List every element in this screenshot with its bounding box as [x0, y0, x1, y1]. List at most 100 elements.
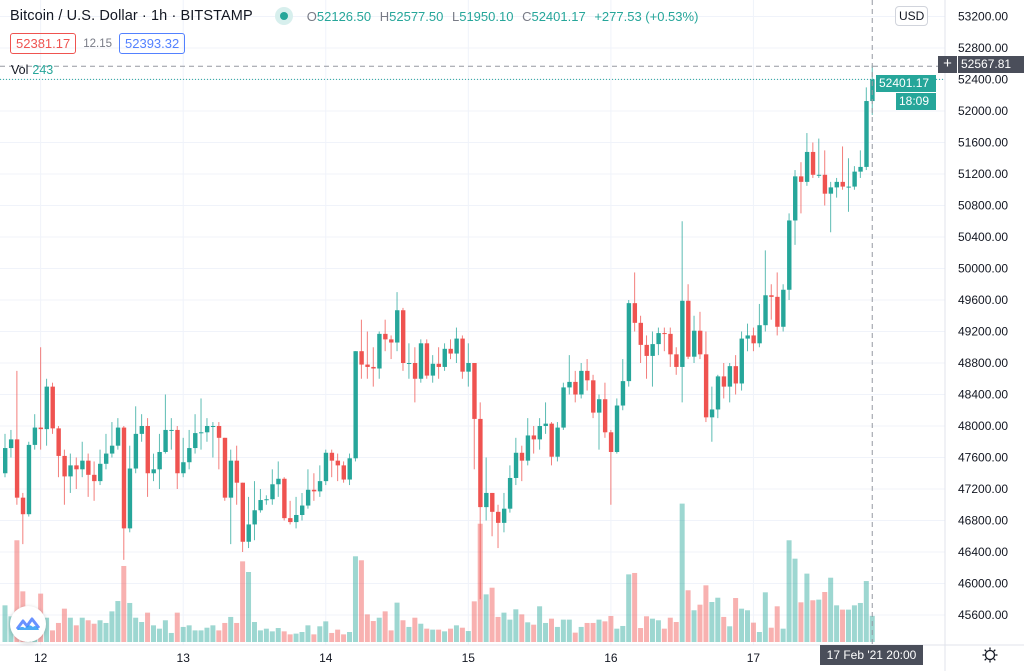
volume-bar: [768, 627, 774, 642]
candle-body: [436, 363, 442, 367]
market-open-dot-icon: [274, 7, 293, 25]
symbol-legend: Bitcoin / U.S. Dollar · 1h · BITSTAMP O5…: [10, 7, 703, 25]
volume-bar: [287, 634, 293, 642]
candle: [258, 489, 263, 513]
candle-body: [127, 468, 133, 529]
candle-body: [14, 439, 20, 498]
gear-icon[interactable]: [981, 646, 999, 664]
currency-button[interactable]: USD: [895, 6, 929, 26]
candle: [692, 315, 697, 363]
candle-body: [573, 381, 578, 395]
candle-body: [294, 514, 299, 523]
volume-bar: [311, 634, 317, 642]
candle: [448, 339, 453, 360]
volume-bar: [679, 503, 685, 642]
candle: [246, 496, 251, 549]
volume-bar: [804, 573, 810, 642]
candle: [240, 482, 245, 552]
candle: [38, 347, 44, 450]
volume-bar: [465, 631, 471, 642]
plus-icon[interactable]: +: [938, 56, 957, 73]
candle-body: [151, 469, 156, 474]
candle: [597, 394, 602, 450]
candle: [3, 433, 8, 478]
volume-bar: [715, 597, 721, 642]
volume-bar: [246, 572, 252, 642]
candle: [181, 437, 186, 478]
volume-bar: [412, 617, 418, 642]
candle-body: [395, 310, 400, 343]
time-tick-label: 16: [604, 651, 618, 665]
candle: [300, 492, 305, 521]
candle-body: [300, 505, 305, 515]
volume-bar: [424, 628, 430, 642]
candle-body: [3, 448, 8, 474]
symbol-title[interactable]: Bitcoin / U.S. Dollar · 1h · BITSTAMP: [10, 8, 253, 24]
volume-bar: [376, 617, 382, 642]
volume-bar: [661, 628, 667, 642]
volume-bar: [186, 625, 192, 642]
volume-bar: [453, 625, 459, 642]
candle-body: [133, 433, 139, 469]
candle: [276, 461, 281, 497]
candle: [389, 335, 394, 360]
price-tick-label: 48400.00: [958, 388, 1008, 402]
volume-bar: [537, 606, 543, 642]
volume-bar: [103, 622, 109, 642]
candle: [846, 158, 851, 212]
candle: [210, 422, 216, 458]
volume-legend[interactable]: Vol 243: [11, 63, 53, 77]
volume-bar: [115, 601, 121, 642]
sell-price-button[interactable]: 52381.17: [10, 33, 77, 54]
time-tick-label: 12: [34, 651, 48, 665]
candle-body: [62, 455, 67, 477]
candle: [109, 422, 115, 458]
candle-body: [400, 310, 406, 363]
candle-body: [169, 429, 174, 431]
candle-body: [834, 181, 839, 188]
volume-bar: [382, 611, 388, 642]
candle: [228, 449, 234, 545]
candle-body: [335, 460, 341, 466]
candle-body: [193, 433, 198, 449]
candle-body: [537, 426, 542, 440]
candle: [537, 418, 542, 450]
candle: [329, 449, 335, 478]
candle: [496, 504, 501, 549]
candle: [127, 445, 133, 533]
candle: [371, 347, 376, 387]
candle-body: [864, 101, 869, 167]
candle-body: [305, 489, 311, 506]
price-tick-label: 51200.00: [958, 167, 1008, 181]
candle-body: [585, 370, 590, 381]
candle-body: [80, 460, 85, 470]
candle-body: [525, 435, 531, 461]
candle: [816, 138, 822, 178]
candle-body: [727, 366, 733, 387]
candle: [507, 465, 513, 513]
candle-body: [163, 429, 168, 452]
volume-bar: [471, 601, 477, 642]
candle-body: [620, 381, 626, 406]
price-axis[interactable]: 45600.00 46000.00 46400.00 46800.00 47200.00…: [944, 0, 1008, 671]
candle: [204, 418, 210, 442]
candle-body: [466, 363, 471, 372]
tradingview-logo-icon[interactable]: [10, 606, 46, 642]
candle-body: [478, 418, 483, 508]
candle-body: [74, 465, 79, 470]
buy-price-button[interactable]: 52393.32: [119, 33, 186, 54]
candle: [20, 492, 26, 545]
candle: [804, 133, 810, 186]
candle: [400, 307, 406, 371]
candle: [828, 181, 834, 233]
candle-body: [757, 325, 762, 344]
volume-bar: [67, 617, 73, 642]
price-tick-label: 45600.00: [958, 608, 1008, 622]
volume-bar: [448, 628, 453, 642]
candle-body: [258, 500, 263, 511]
candle-body: [56, 428, 61, 456]
time-tick-label: 17: [747, 651, 761, 665]
candle-body: [597, 399, 602, 413]
volume-bar: [810, 600, 816, 642]
